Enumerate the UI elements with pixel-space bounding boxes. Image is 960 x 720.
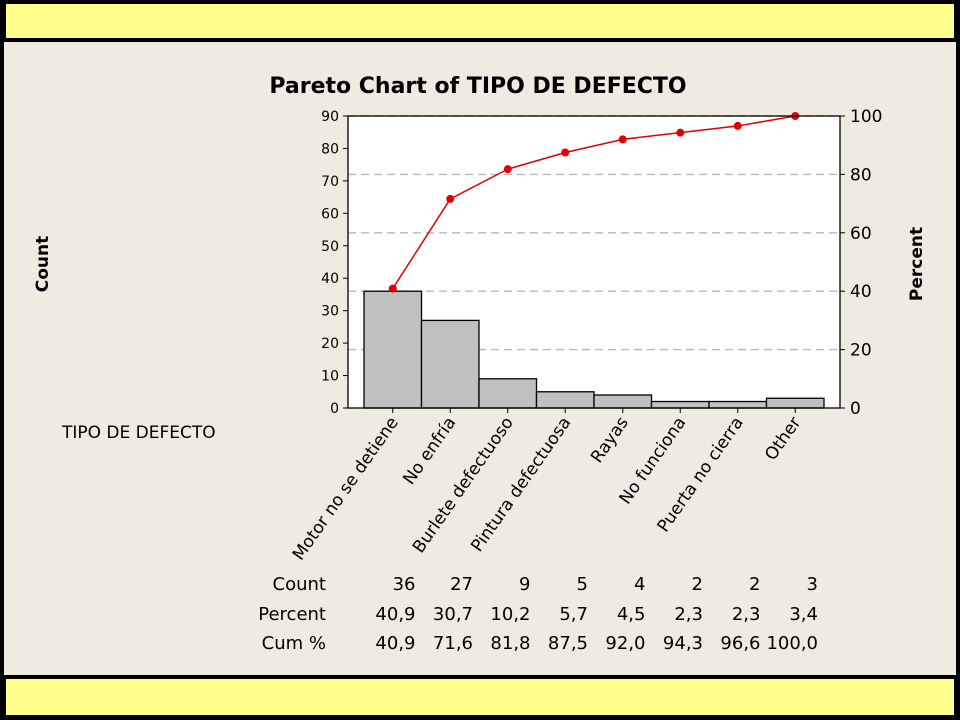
table-cell: 3,4	[789, 604, 818, 625]
right-tick-label: 80	[850, 165, 872, 185]
table-cell: 71,6	[433, 633, 473, 654]
category-label: Other	[761, 413, 805, 464]
y-axis-label-count: Count	[33, 236, 53, 293]
cumulative-point-5	[618, 135, 627, 144]
category-label: Rayas	[587, 413, 633, 467]
table-cell: 30,7	[433, 604, 473, 625]
top-banner	[4, 2, 956, 40]
table-cell: 100,0	[766, 633, 818, 654]
right-tick-label: 0	[850, 399, 861, 419]
bar-4	[535, 391, 595, 409]
table-cell: 4	[634, 574, 645, 595]
left-tick-label: 60	[321, 206, 339, 222]
chart-title: Pareto Chart of TIPO DE DEFECTO	[269, 74, 686, 99]
cumulative-point-6	[676, 128, 685, 137]
table-cell: 3	[807, 574, 818, 595]
table-cell: 96,6	[720, 633, 760, 654]
table-cell: 10,2	[490, 604, 530, 625]
category-label: Motor no se detiene	[289, 413, 403, 564]
table-cell: 40,9	[375, 633, 415, 654]
right-tick-label: 100	[850, 107, 882, 127]
table-cell: 5	[577, 574, 588, 595]
left-tick-label: 10	[321, 369, 339, 385]
table-row-label: Cum %	[262, 633, 326, 654]
left-tick-label: 90	[321, 109, 339, 125]
left-tick-label: 20	[321, 336, 339, 352]
cumulative-point-7	[733, 121, 742, 130]
table-cell: 27	[450, 574, 473, 595]
bar-7	[708, 400, 768, 409]
left-tick-label: 30	[321, 304, 339, 320]
table-cell: 36	[393, 574, 416, 595]
table-cell: 2,3	[732, 604, 761, 625]
cumulative-point-2	[446, 194, 455, 203]
table-cell: 2	[749, 574, 760, 595]
bottom-banner	[4, 677, 956, 717]
bar-6	[650, 400, 710, 409]
left-tick-label: 0	[330, 401, 339, 417]
table-cell: 4,5	[617, 604, 646, 625]
bar-8	[765, 397, 825, 409]
cumulative-point-4	[561, 148, 570, 157]
category-label: No enfría	[399, 413, 460, 488]
chart-panel: Pareto Chart of TIPO DE DEFECTO Count Pe…	[4, 42, 956, 675]
plot-frame	[347, 115, 841, 409]
cumulative-point-1	[388, 284, 397, 293]
cumulative-line	[392, 115, 796, 289]
table-cell: 2,3	[674, 604, 703, 625]
table-cell: 5,7	[559, 604, 588, 625]
cumulative-point-3	[503, 165, 512, 174]
bar-3	[478, 378, 538, 409]
x-axis-label: TIPO DE DEFECTO	[61, 423, 216, 443]
table-row-label: Percent	[258, 604, 326, 625]
bar-1	[363, 290, 423, 409]
right-tick-label: 20	[850, 341, 872, 361]
category-label: Pintura defectuosa	[467, 413, 575, 555]
left-tick-label: 40	[321, 271, 339, 287]
right-tick-label: 40	[850, 282, 872, 302]
table-cell: 2	[692, 574, 703, 595]
left-tick-label: 50	[321, 239, 339, 255]
table-cell: 87,5	[548, 633, 588, 654]
right-tick-label: 60	[850, 224, 872, 244]
category-label: Burlete defectuoso	[409, 413, 518, 557]
bar-2	[420, 319, 480, 409]
pareto-chart: Pareto Chart of TIPO DE DEFECTO Count Pe…	[33, 74, 927, 654]
bar-5	[593, 394, 653, 409]
table-cell: 94,3	[663, 633, 703, 654]
table-cell: 9	[519, 574, 530, 595]
table-cell: 40,9	[375, 604, 415, 625]
table-row-label: Count	[273, 574, 326, 595]
y-axis-label-percent: Percent	[907, 227, 927, 301]
table-cell: 81,8	[490, 633, 530, 654]
left-tick-label: 70	[321, 174, 339, 190]
table-cell: 92,0	[605, 633, 645, 654]
left-tick-label: 80	[321, 141, 339, 157]
